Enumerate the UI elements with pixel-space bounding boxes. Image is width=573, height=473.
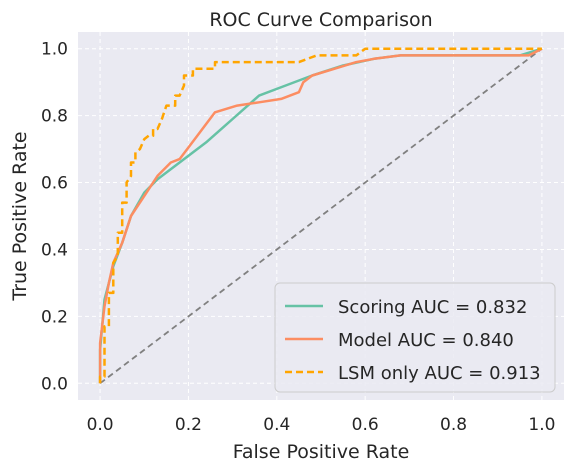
y-tick-label: 1.0 [41,40,68,60]
series-lines [98,47,543,385]
grid [78,32,564,400]
chart-title: ROC Curve Comparison [209,9,432,31]
legend-label-scoring: Scoring AUC = 0.832 [338,297,527,318]
y-tick-label: 0.2 [41,307,68,327]
x-axis-label: False Positive Rate [233,441,410,463]
series-line-lsm-only [98,47,542,384]
series-line-chance-diagonal [99,47,543,385]
legend-label-model: Model AUC = 0.840 [338,330,514,351]
y-tick-label: 0.6 [41,174,68,194]
y-tick-label: 0.0 [41,374,68,394]
y-tick-label: 0.4 [41,240,68,260]
legend-label-lsm-only: LSM only AUC = 0.913 [338,363,541,384]
x-tick-label: 0.4 [263,415,290,435]
x-tick-label: 1.0 [528,415,555,435]
legend-box [274,282,556,393]
legend: Scoring AUC = 0.832 Model AUC = 0.840 LS… [274,282,556,393]
x-tick-label: 0.8 [440,415,467,435]
tick-labels: 0.0 0.2 0.4 0.6 0.8 1.0 0.0 0.2 0.4 0.6 0.8 1.0 [41,40,555,435]
y-tick-label: 0.8 [41,107,68,127]
y-axis-label: True Positive Rate [9,131,31,301]
x-tick-label: 0.6 [352,415,379,435]
x-tick-label: 0.0 [87,415,114,435]
x-tick-label: 0.2 [175,415,202,435]
